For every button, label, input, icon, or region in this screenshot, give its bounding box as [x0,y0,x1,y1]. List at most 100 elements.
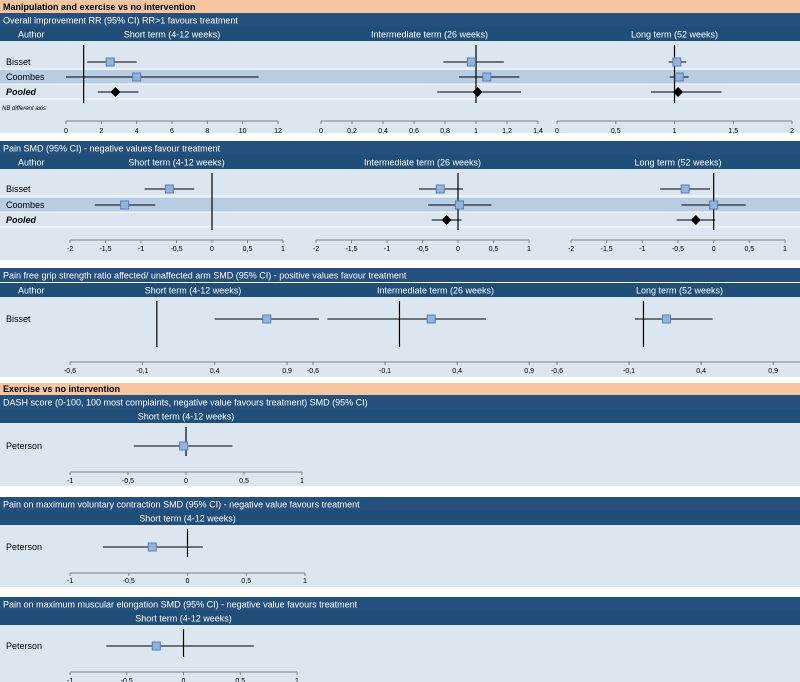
column-header-bar [0,283,800,297]
figure-title: Pain SMD (95% CI) - negative values favo… [3,144,221,154]
axis-note: NB different axis [2,106,46,112]
row-label-coombes: Coombes [6,72,45,82]
point-estimate-square [147,542,157,552]
x-tick-label: 8 [205,128,209,135]
x-tick-label: -2 [313,246,319,253]
x-tick-label: -0,6 [307,368,319,375]
row-label-peterson: Peterson [6,641,42,651]
point-estimate-square [662,314,672,324]
point-estimate-square [454,200,464,210]
x-tick-label: -1,5 [99,246,111,253]
panel-header-label: Long term (52 weeks) [631,30,718,40]
point-estimate-square [132,72,142,82]
panel-header-label: Short term (4-12 weeks) [145,286,242,296]
x-tick-label: -0,1 [136,368,148,375]
figure-title-bar [0,395,800,409]
x-tick-label: 1 [281,246,285,253]
x-tick-label: 1 [783,246,787,253]
figure-title: Pain on maximum muscular elongation SMD … [3,600,358,610]
figure-title-bar [0,597,800,611]
figure-title: Overall improvement RR (95% CI) RR>1 fav… [3,16,238,26]
column-header-bar [0,155,800,169]
pooled-estimate-diamond [441,215,452,225]
plot-background [0,625,800,682]
x-tick-label: 0 [210,246,214,253]
x-tick-label: -0,5 [123,578,135,585]
x-tick-label: 1 [673,128,677,135]
point-estimate-square [482,72,492,82]
row-band [0,213,800,227]
x-tick-label: 10 [239,128,247,135]
x-tick-label: -0,5 [672,246,684,253]
x-tick-label: 0,2 [347,128,357,135]
x-tick-label: 0 [186,578,190,585]
x-tick-label: 0,9 [768,368,778,375]
x-tick-label: -0,6 [64,368,76,375]
row-label-header: Author [18,30,45,40]
x-tick-label: -2 [568,246,574,253]
row-label-header: Author [18,158,45,168]
x-tick-label: -0,6 [551,368,563,375]
x-tick-label: 0 [319,128,323,135]
x-tick-label: 6 [170,128,174,135]
figure-title-bar [0,497,800,511]
point-estimate-square [435,184,445,194]
panel-header-label: Short term (4-12 weeks) [138,412,235,422]
x-tick-label: -0,5 [121,678,133,682]
panel-header-label: Intermediate term (26 weeks) [364,158,481,168]
x-tick-label: 0 [456,246,460,253]
figure-title-bar [0,13,800,27]
row-band [0,70,800,84]
x-tick-label: 1,4 [533,128,543,135]
point-estimate-square [466,57,476,67]
point-estimate-square [105,57,115,67]
x-tick-label: 2 [790,128,794,135]
x-tick-label: 0,5 [241,578,251,585]
point-estimate-square [151,641,161,651]
row-label-bisset: Bisset [6,184,31,194]
row-label-peterson: Peterson [6,441,42,451]
row-label-pooled: Pooled [6,87,37,97]
x-tick-label: 0,6 [409,128,419,135]
x-tick-label: 0,8 [440,128,450,135]
x-tick-label: 1 [300,478,304,485]
panel-header-label: Intermediate term (26 weeks) [371,30,488,40]
x-tick-label: 0,4 [378,128,388,135]
row-label-header: Author [18,286,45,296]
x-tick-label: -1 [67,478,73,485]
x-tick-label: -1 [138,246,144,253]
x-tick-label: 0,4 [210,368,220,375]
section-header-title: Manipulation and exercise vs no interven… [3,2,196,12]
x-tick-label: 0,5 [744,246,754,253]
x-tick-label: 0,4 [452,368,462,375]
x-tick-label: 0 [64,128,68,135]
row-label-bisset: Bisset [6,314,31,324]
x-tick-label: -0,1 [623,368,635,375]
x-tick-label: 0,9 [524,368,534,375]
x-tick-label: 1 [303,578,307,585]
x-tick-label: 0,5 [239,478,249,485]
x-tick-label: 0,4 [696,368,706,375]
panel-header-label: Long term (52 weeks) [634,158,721,168]
point-estimate-square [426,314,436,324]
x-tick-label: 2 [99,128,103,135]
x-tick-label: 1 [527,246,531,253]
x-tick-label: 0,9 [282,368,292,375]
panel-header-label: Short term (4-12 weeks) [139,514,236,524]
panel-header-label: Short term (4-12 weeks) [128,158,225,168]
panel-header-label: Short term (4-12 weeks) [124,30,221,40]
figure-title: DASH score (0-100, 100 most complaints, … [3,398,368,408]
point-estimate-square [179,441,189,451]
x-tick-label: -1 [67,578,73,585]
section-header-bar [0,0,800,13]
x-tick-label: 1 [474,128,478,135]
column-header-bar [0,511,800,525]
row-band [0,85,800,99]
pooled-estimate-diamond [110,87,121,97]
x-tick-label: -0,1 [379,368,391,375]
x-tick-label: 0 [712,246,716,253]
x-tick-label: 1 [295,678,299,682]
x-tick-label: -1,5 [601,246,613,253]
